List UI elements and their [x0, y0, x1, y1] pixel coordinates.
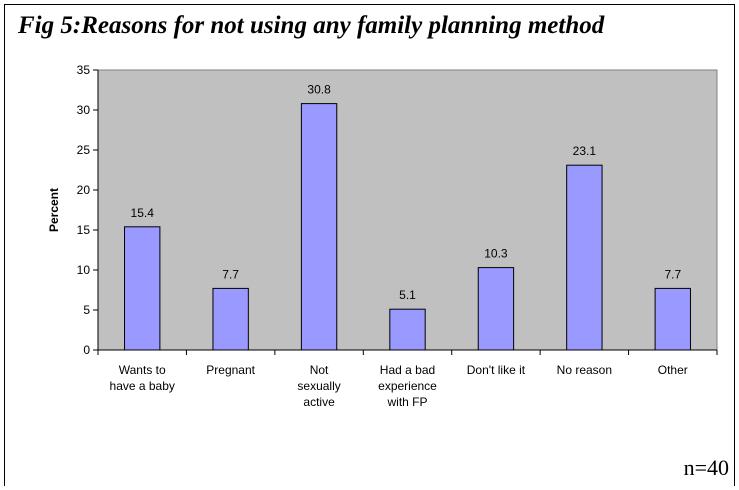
figure-frame: [4, 4, 735, 486]
plot-area: [97, 69, 718, 351]
x-tick-label: Had a bad experience with FP: [378, 363, 437, 409]
bar: [477, 267, 515, 351]
y-tick-label: 15: [77, 223, 91, 237]
bar: [566, 164, 603, 351]
x-tick-label: Don't like it: [467, 363, 526, 377]
bar: [124, 226, 161, 351]
data-label: 23.1: [573, 144, 597, 158]
y-tick-label: 25: [77, 143, 91, 157]
y-tick-label: 20: [77, 183, 91, 197]
y-tick-label: 30: [77, 103, 91, 117]
figure-title: Fig 5:Reasons for not using any family p…: [18, 12, 605, 39]
data-label: 5.1: [399, 288, 416, 302]
data-label: 7.7: [222, 267, 239, 281]
y-tick-label: 5: [83, 303, 90, 317]
y-axis-label: Percent: [47, 188, 61, 232]
x-tick-label: Not sexually active: [297, 363, 340, 409]
sample-size-note: n=40: [683, 455, 729, 480]
data-label: 30.8: [307, 83, 331, 97]
y-tick-label: 10: [77, 263, 91, 277]
y-tick-label: 35: [77, 63, 91, 77]
x-tick-label: Wants to have a baby: [110, 363, 175, 393]
y-tick-label: 0: [83, 343, 90, 357]
bar: [389, 308, 426, 351]
bar: [654, 287, 691, 351]
bar: [300, 103, 338, 351]
data-label: 10.3: [484, 247, 508, 261]
x-tick-label: No reason: [557, 363, 612, 377]
data-label: 15.4: [131, 206, 155, 220]
x-tick-label: Other: [658, 363, 688, 377]
bar: [212, 287, 249, 351]
x-tick-label: Pregnant: [206, 363, 255, 377]
data-label: 7.7: [664, 267, 681, 281]
